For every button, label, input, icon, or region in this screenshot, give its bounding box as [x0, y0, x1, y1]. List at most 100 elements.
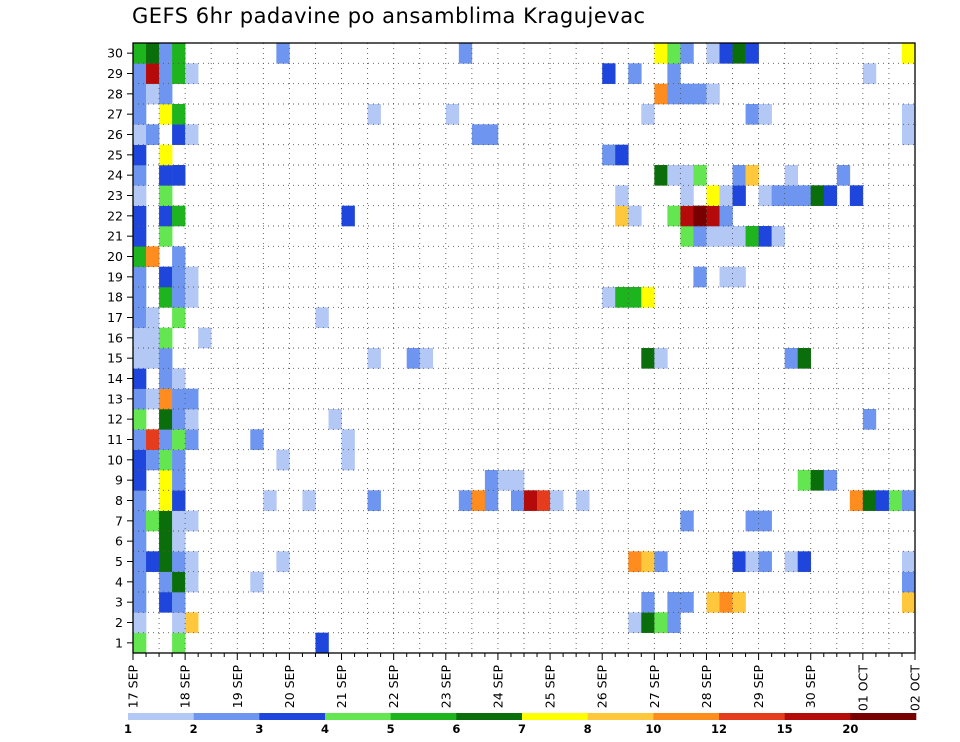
heatmap-cell: [159, 388, 173, 410]
heatmap-cell: [719, 266, 733, 288]
heatmap-cell: [680, 165, 694, 186]
heatmap-cell: [159, 531, 173, 552]
heatmap-cell: [641, 287, 655, 308]
heatmap-cell: [185, 266, 199, 288]
y-tick-label: 4: [115, 574, 123, 589]
heatmap-cell: [901, 43, 916, 64]
heatmap-cell: [133, 429, 147, 450]
legend-label: 2: [190, 722, 198, 736]
heatmap-cell: [172, 368, 186, 389]
heatmap-cell: [849, 490, 864, 511]
heatmap-cell: [172, 43, 186, 64]
legend-color-box: [390, 713, 457, 720]
heatmap-cell: [667, 43, 681, 64]
heatmap-cell: [172, 388, 186, 410]
heatmap-cell: [901, 571, 916, 593]
x-tick-label: 30 SEP: [803, 665, 818, 709]
heatmap-cell: [159, 470, 173, 491]
heatmap-cell: [133, 266, 147, 288]
legend-label: 8: [584, 722, 592, 736]
heatmap-cell: [276, 43, 290, 64]
heatmap-cell: [159, 368, 173, 389]
heatmap-cell: [341, 449, 355, 471]
heatmap-cell: [146, 63, 160, 84]
legend-label: 10: [645, 722, 661, 736]
heatmap-cell: [758, 104, 772, 125]
heatmap-cell: [133, 612, 147, 633]
heatmap-cell: [172, 510, 186, 532]
heatmap-cell: [693, 83, 707, 105]
heatmap-cell: [185, 409, 199, 430]
x-tick-label: 25 SEP: [543, 665, 558, 709]
heatmap-cell: [797, 348, 812, 369]
heatmap-cell: [641, 348, 655, 369]
heatmap-cell: [758, 185, 772, 206]
heatmap-cell: [406, 348, 421, 369]
y-tick-label: 27: [107, 107, 123, 122]
heatmap-cell: [732, 592, 746, 613]
heatmap-cell: [159, 43, 173, 64]
heatmap-cell: [328, 409, 342, 430]
heatmap-cell: [172, 409, 186, 430]
x-tick-label: 23 SEP: [438, 665, 453, 709]
heatmap-cell: [719, 205, 733, 227]
heatmap-cell: [133, 449, 147, 471]
heatmap-cell: [263, 490, 277, 511]
heatmap-cell: [172, 531, 186, 552]
heatmap-cell: [680, 592, 694, 613]
y-tick-label: 23: [107, 188, 123, 203]
heatmap-cell: [172, 246, 186, 267]
heatmap-cell: [875, 490, 890, 511]
heatmap-cell: [159, 83, 173, 105]
heatmap-cell: [172, 165, 186, 186]
heatmap-cell: [172, 490, 186, 511]
y-tick-label: 25: [107, 147, 123, 162]
heatmap-cell: [133, 348, 147, 369]
heatmap-cell: [341, 205, 355, 227]
chart-title: GEFS 6hr padavine po ansamblima Kragujev…: [132, 4, 646, 28]
heatmap-cell: [185, 429, 199, 450]
heatmap-cell: [810, 185, 825, 206]
heatmap-cell: [133, 510, 147, 532]
legend-color-box: [850, 713, 917, 720]
heatmap-cell: [133, 571, 147, 593]
heatmap-cell: [654, 83, 668, 105]
legend-label: 15: [777, 722, 793, 736]
heatmap-cell: [445, 104, 460, 125]
heatmap-cell: [133, 490, 147, 511]
heatmap-cell: [458, 43, 473, 64]
heatmap-cell: [367, 490, 381, 511]
heatmap-cell: [823, 185, 838, 206]
legend-color-box: [587, 713, 654, 720]
y-axis: 1234567891011121314151617181920212223242…: [107, 46, 133, 650]
heatmap-cell: [185, 124, 199, 145]
legend-color-box: [259, 713, 326, 720]
heatmap-cell: [146, 551, 160, 572]
heatmap-cell: [667, 592, 681, 613]
y-tick-label: 17: [107, 310, 123, 325]
heatmap-cell: [133, 144, 147, 166]
heatmap-cell: [185, 287, 199, 308]
y-tick-label: 8: [115, 493, 123, 508]
heatmap-cell: [159, 551, 173, 572]
heatmap-cell: [862, 63, 877, 84]
heatmap-cell: [719, 226, 733, 247]
heatmap-cell: [719, 592, 733, 613]
heatmap-cell: [133, 63, 147, 84]
heatmap-cell: [641, 592, 655, 613]
heatmap-cell: [484, 124, 499, 145]
heatmap-cell: [172, 104, 186, 125]
heatmap-cell: [524, 490, 538, 511]
heatmap-cell: [172, 551, 186, 572]
heatmap-cell: [628, 63, 642, 84]
heatmap-cell: [133, 124, 147, 145]
heatmap-cell: [159, 409, 173, 430]
x-tick-label: 17 SEP: [126, 665, 141, 709]
y-tick-label: 10: [107, 452, 123, 467]
heatmap-cell: [185, 510, 199, 532]
heatmap-cell: [172, 612, 186, 633]
heatmap-cell: [471, 490, 486, 511]
heatmap-cell: [654, 551, 668, 572]
heatmap-cell: [771, 226, 785, 247]
heatmap-cell: [797, 551, 812, 572]
